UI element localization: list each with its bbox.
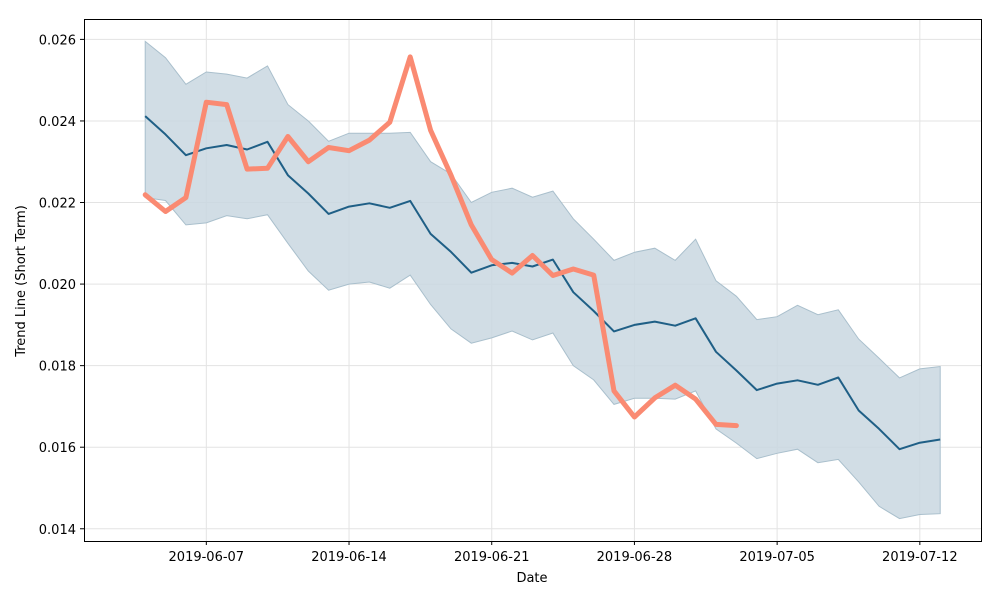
confidence-band-layer bbox=[144, 40, 941, 520]
y-tick-label: 0.014 bbox=[39, 523, 76, 538]
actual-series-line bbox=[142, 54, 739, 429]
y-tick-label: 0.026 bbox=[39, 33, 76, 48]
y-tick-label: 0.020 bbox=[39, 278, 76, 293]
y-tick-label: 0.024 bbox=[39, 115, 76, 130]
x-axis-ticks: 2019-06-07 2019-06-14 2019-06-21 2019-06-28… bbox=[169, 541, 958, 565]
x-tick-label: 2019-06-28 bbox=[597, 550, 673, 565]
plot-frame bbox=[84, 19, 982, 542]
actual-series-layer bbox=[142, 54, 739, 429]
confidence-band bbox=[144, 40, 941, 520]
y-axis-ticks: 0.014 0.016 0.018 0.020 0.022 0.024 0.026 bbox=[39, 33, 84, 538]
x-tick-label: 2019-06-14 bbox=[311, 550, 387, 565]
x-tick-label: 2019-07-05 bbox=[739, 550, 815, 565]
y-axis-label: Trend Line (Short Term) bbox=[14, 205, 29, 358]
x-tick-label: 2019-06-21 bbox=[454, 550, 530, 565]
x-tick-label: 2019-06-07 bbox=[169, 550, 245, 565]
x-axis-label: Date bbox=[516, 571, 547, 586]
y-tick-label: 0.018 bbox=[39, 360, 76, 375]
y-tick-label: 0.016 bbox=[39, 441, 76, 456]
y-tick-label: 0.022 bbox=[39, 197, 76, 212]
x-tick-label: 2019-07-12 bbox=[882, 550, 958, 565]
